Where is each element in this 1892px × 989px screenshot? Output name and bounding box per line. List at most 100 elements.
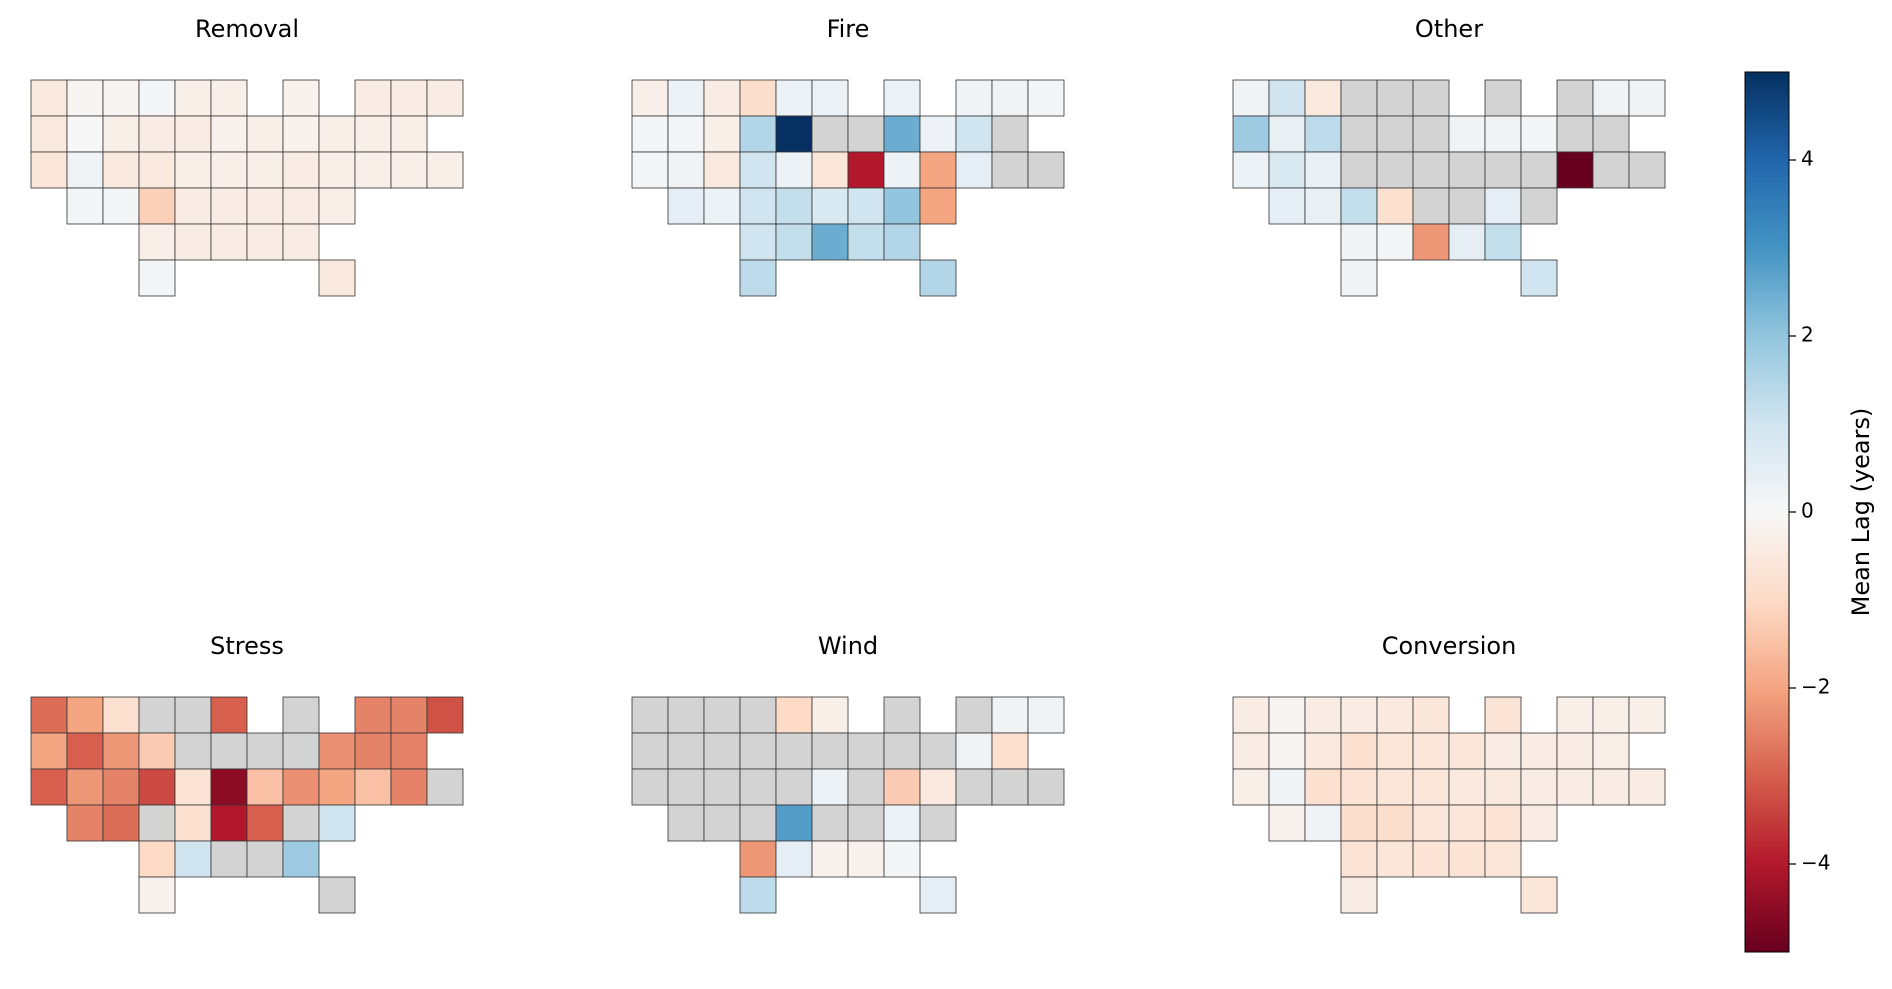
no-data-state [1412, 151, 1450, 189]
state [1592, 79, 1630, 117]
state [1556, 696, 1594, 734]
state [138, 223, 176, 261]
state [30, 768, 68, 806]
state [775, 804, 813, 842]
no-data-state [174, 732, 212, 770]
state [1268, 732, 1306, 770]
state [1304, 696, 1342, 734]
state [66, 696, 104, 734]
no-data-state [631, 732, 669, 770]
state [174, 804, 212, 842]
state [1484, 804, 1522, 842]
no-data-state [919, 804, 957, 842]
state [1376, 732, 1414, 770]
state [390, 732, 428, 770]
no-data-state [883, 696, 921, 734]
state [1412, 804, 1450, 842]
no-data-state [246, 732, 284, 770]
state [282, 187, 320, 225]
state [282, 223, 320, 261]
state [138, 187, 176, 225]
state [1268, 768, 1306, 806]
no-data-state [847, 115, 885, 153]
state [1412, 840, 1450, 878]
state [1628, 79, 1666, 117]
state [1448, 804, 1486, 842]
no-data-state [138, 804, 176, 842]
state [102, 187, 140, 225]
no-data-state [667, 804, 705, 842]
state [1268, 151, 1306, 189]
no-data-state [1556, 79, 1594, 117]
state [667, 187, 705, 225]
no-data-state [991, 151, 1029, 189]
panel-title: Removal [195, 15, 299, 43]
state [138, 151, 176, 189]
no-data-state [847, 804, 885, 842]
no-data-state [667, 732, 705, 770]
state [102, 804, 140, 842]
state [1484, 187, 1522, 225]
colorbar-tick-label: 4 [1801, 147, 1814, 171]
state [883, 840, 921, 878]
map [631, 696, 1065, 914]
state [919, 259, 957, 297]
no-data-state [631, 768, 669, 806]
no-data-state [739, 768, 777, 806]
state [1376, 187, 1414, 225]
state [1628, 768, 1666, 806]
state [1340, 876, 1378, 914]
state [703, 187, 741, 225]
state [775, 696, 813, 734]
state [390, 151, 428, 189]
colorbar-label: Mean Lag (years) [1847, 408, 1875, 617]
no-data-state [847, 732, 885, 770]
colorbar [1744, 71, 1790, 953]
state [883, 768, 921, 806]
no-data-state [246, 840, 284, 878]
no-data-state [1027, 768, 1065, 806]
state [811, 151, 849, 189]
state [354, 115, 392, 153]
no-data-state [1340, 115, 1378, 153]
state [739, 259, 777, 297]
map [30, 696, 464, 914]
no-data-state [667, 768, 705, 806]
state [354, 732, 392, 770]
state [667, 79, 705, 117]
state [955, 151, 993, 189]
state [703, 79, 741, 117]
state [1412, 696, 1450, 734]
state [1412, 768, 1450, 806]
state [66, 768, 104, 806]
state [1268, 696, 1306, 734]
state [102, 732, 140, 770]
state [631, 79, 669, 117]
no-data-state [703, 768, 741, 806]
state [1304, 732, 1342, 770]
colorbar-tick-label: 0 [1801, 499, 1814, 523]
state [1376, 804, 1414, 842]
state [1232, 79, 1270, 117]
state [811, 696, 849, 734]
state [66, 187, 104, 225]
state [1268, 187, 1306, 225]
state [66, 79, 104, 117]
state [354, 768, 392, 806]
state [354, 151, 392, 189]
no-data-state [811, 804, 849, 842]
state [138, 732, 176, 770]
state [138, 79, 176, 117]
state [66, 732, 104, 770]
state [847, 151, 885, 189]
state [703, 151, 741, 189]
state [1484, 732, 1522, 770]
state [1304, 151, 1342, 189]
state [426, 79, 464, 117]
colorbar-tick-label: −4 [1801, 851, 1830, 875]
state [1268, 115, 1306, 153]
state [775, 840, 813, 878]
state [318, 732, 356, 770]
no-data-state [1484, 79, 1522, 117]
